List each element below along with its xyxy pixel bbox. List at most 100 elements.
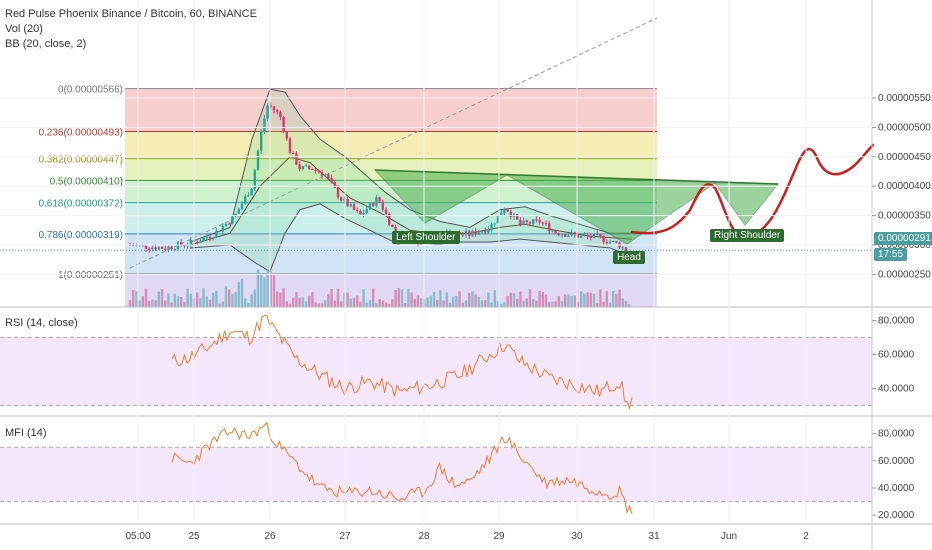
osc-tick: 40.0000 xyxy=(878,384,915,395)
candle-body xyxy=(365,209,368,213)
candle-body xyxy=(148,248,151,250)
volume-bar xyxy=(295,292,298,307)
bb-fill xyxy=(190,89,632,272)
volume-bar xyxy=(378,299,381,307)
fib-label: 0.236(0.00000493) xyxy=(38,128,123,139)
volume-bar xyxy=(464,300,468,307)
head-label: Head xyxy=(613,251,645,264)
price-tick: 0.00000250 xyxy=(878,269,931,280)
candle-body xyxy=(519,219,522,225)
volume-bar xyxy=(189,293,192,307)
volume-bar xyxy=(388,303,391,307)
volume-bar xyxy=(519,291,522,307)
volume-bar xyxy=(400,289,404,307)
volume-bar xyxy=(420,298,423,307)
candle-body xyxy=(461,234,464,236)
volume-bar xyxy=(541,291,544,307)
volume-bar xyxy=(554,301,557,307)
chart-title: Red Pulse Phoenix Binance / Bitcoin, 60,… xyxy=(5,8,257,20)
candle-body xyxy=(589,236,592,238)
candle-body xyxy=(205,237,208,239)
volume-bar xyxy=(292,297,295,307)
fib-label: 0.618(0.00000372) xyxy=(38,199,123,210)
volume-bar xyxy=(304,301,308,307)
candle-body xyxy=(295,153,298,165)
candle-body xyxy=(602,236,605,243)
volume-bar xyxy=(596,303,599,307)
candle-body xyxy=(544,223,548,225)
volume-bar xyxy=(509,292,512,307)
candle-body xyxy=(292,153,295,155)
price-tick: 0.00000500 xyxy=(878,122,931,133)
volume-bar xyxy=(570,295,573,307)
candle-body xyxy=(314,169,317,171)
candle-body xyxy=(349,204,352,207)
volume-bar xyxy=(167,293,170,307)
volume-bars xyxy=(128,269,631,307)
volume-bar xyxy=(132,289,135,307)
candle-body xyxy=(202,237,205,242)
volume-bar xyxy=(528,289,532,307)
volume-bar xyxy=(522,301,525,307)
indicator-vol: Vol (20) xyxy=(5,23,43,35)
volume-bar xyxy=(452,296,455,307)
volume-bar xyxy=(221,301,224,307)
volume-bar xyxy=(276,291,279,307)
candle-body xyxy=(282,117,285,132)
price-tick: 0.00000350 xyxy=(878,211,931,222)
volume-bar xyxy=(340,301,343,307)
candle-body xyxy=(304,165,308,167)
volume-bar xyxy=(144,288,148,307)
volume-bar xyxy=(327,293,330,307)
projection-line xyxy=(630,143,875,240)
volume-bar xyxy=(384,302,388,307)
candle-body xyxy=(196,241,199,244)
candle-body xyxy=(272,106,276,111)
candle-body xyxy=(320,172,324,176)
candle-body xyxy=(621,247,624,249)
volume-bar xyxy=(573,295,576,307)
volume-bar xyxy=(624,301,628,307)
candle-body xyxy=(151,247,154,250)
candle-body xyxy=(394,227,397,234)
fib-band xyxy=(125,88,657,132)
candle-body xyxy=(535,219,538,221)
volume-bar xyxy=(612,290,615,307)
volume-bar xyxy=(432,292,436,307)
volume-bar xyxy=(448,302,452,307)
rsi-title: RSI (14, close) xyxy=(5,317,78,329)
volume-bar xyxy=(490,302,493,307)
candle-body xyxy=(176,242,180,250)
volume-bar xyxy=(407,288,410,307)
candle-body xyxy=(336,187,340,198)
right-shoulder-label: Right Shoulder xyxy=(710,229,785,242)
candle-body xyxy=(279,111,282,118)
volume-bar xyxy=(455,296,458,307)
volume-bar xyxy=(503,302,506,307)
volume-bar xyxy=(333,300,336,307)
volume-bar xyxy=(480,300,484,307)
candle-body xyxy=(359,210,362,215)
volume-bar xyxy=(157,291,160,307)
candle-body xyxy=(480,231,484,233)
candle-body xyxy=(157,247,160,250)
time-tick: Jun xyxy=(721,531,737,542)
candle-body xyxy=(352,204,356,210)
fib-label: 0.5(0.00000410) xyxy=(50,176,123,187)
osc-tick: 60.0000 xyxy=(878,456,915,467)
candle-body xyxy=(160,247,164,249)
candle-body xyxy=(372,203,375,206)
candle-body xyxy=(189,239,192,246)
volume-bar xyxy=(381,300,384,307)
price-tick: 0.00000550 xyxy=(878,93,931,104)
volume-bar xyxy=(228,289,231,307)
volume-bar xyxy=(215,290,218,307)
volume-bar xyxy=(148,300,151,307)
time-tick: 25 xyxy=(188,531,200,542)
candle-body xyxy=(599,234,602,237)
fib-band xyxy=(125,131,657,159)
volume-bar xyxy=(176,296,180,307)
time-tick: 05:00 xyxy=(125,531,150,542)
volume-bar xyxy=(602,301,605,307)
